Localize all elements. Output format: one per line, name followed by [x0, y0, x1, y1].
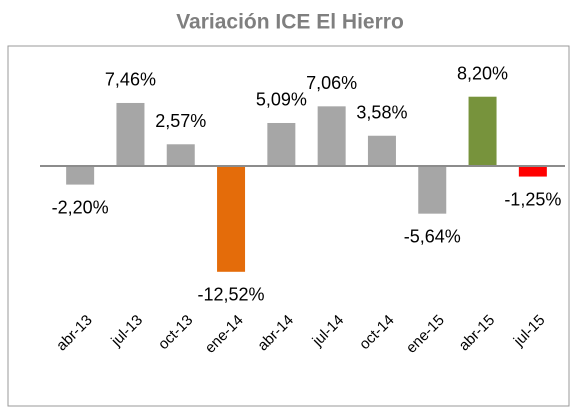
data-label: 2,57%	[155, 111, 206, 131]
data-label: 5,09%	[256, 90, 307, 110]
data-label: 7,06%	[306, 73, 357, 93]
x-tick-label: abr-15	[456, 312, 499, 355]
data-label: -5,64%	[404, 226, 461, 246]
data-label: -2,20%	[52, 197, 109, 217]
chart-title: Variación ICE El Hierro	[176, 11, 404, 34]
bar	[217, 166, 246, 272]
bar	[66, 166, 95, 185]
bar	[367, 135, 396, 166]
x-tick-label: ene-15	[403, 312, 448, 357]
x-tick-label: abr-14	[254, 312, 297, 355]
plot-border	[7, 45, 570, 407]
data-label: 3,58%	[356, 102, 407, 122]
data-label: -1,25%	[504, 189, 561, 209]
x-tick-label: jul-15	[510, 312, 549, 351]
x-tick-label: oct-13	[155, 312, 197, 354]
bar	[317, 106, 346, 166]
data-label: 7,46%	[105, 70, 156, 90]
x-tick-label: jul-14	[309, 312, 348, 351]
bar	[166, 144, 195, 166]
x-tick-label: ene-14	[202, 312, 247, 357]
bar	[518, 166, 547, 177]
bar	[116, 102, 145, 166]
x-tick-label: jul-13	[107, 312, 146, 351]
data-label: 8,20%	[457, 63, 508, 83]
bar	[418, 166, 447, 214]
bar	[468, 96, 497, 166]
x-tick-label: oct-14	[356, 312, 398, 354]
bar	[267, 122, 296, 166]
data-label: -12,52%	[198, 285, 265, 305]
x-tick-label: abr-13	[53, 312, 96, 355]
